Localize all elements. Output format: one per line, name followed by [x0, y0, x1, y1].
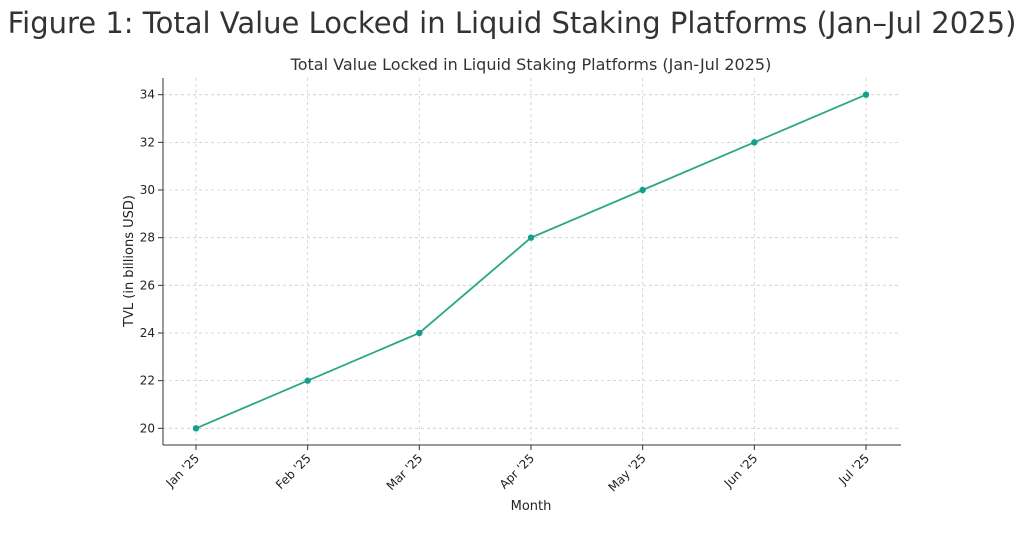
figure-title: Figure 1: Total Value Locked in Liquid S…	[7, 6, 1017, 40]
y-tick-label: 26	[140, 278, 155, 292]
x-tick-label: May '25	[606, 451, 649, 494]
y-axis-ticks: 20 22 24 26 28 30 32 34	[140, 88, 163, 435]
x-axis-label: Month	[511, 499, 552, 514]
x-tick-label: Feb '25	[273, 451, 314, 492]
data-point	[639, 186, 646, 194]
y-tick-label: 20	[140, 421, 155, 435]
series-group	[192, 91, 870, 432]
data-point	[862, 91, 870, 98]
y-axis-label: TVL (in billions USD)	[122, 195, 137, 328]
x-axis-ticks: Jan '25 Feb '25 Mar '25 Apr '25 May '25 Jun '…	[163, 445, 872, 494]
y-tick-label: 32	[140, 135, 155, 149]
x-tick-label: Jan '25	[163, 451, 203, 491]
data-point	[192, 425, 200, 432]
data-point	[527, 234, 535, 241]
x-tick-label: Jul '25	[835, 451, 872, 488]
y-tick-label: 30	[140, 183, 155, 197]
data-point	[751, 139, 758, 146]
grid-lines	[163, 78, 901, 445]
chart-title: Total Value Locked in Liquid Staking Pla…	[290, 55, 772, 74]
x-tick-label: Jun '25	[721, 451, 761, 491]
y-tick-label: 22	[140, 374, 155, 388]
y-tick-label: 28	[140, 231, 155, 245]
axes	[162, 78, 901, 446]
y-tick-label: 24	[140, 326, 155, 340]
x-tick-label: Apr '25	[497, 451, 537, 491]
y-tick-label: 34	[140, 88, 155, 102]
x-tick-label: Mar '25	[384, 451, 426, 493]
data-point	[416, 329, 423, 337]
data-point	[304, 377, 311, 384]
